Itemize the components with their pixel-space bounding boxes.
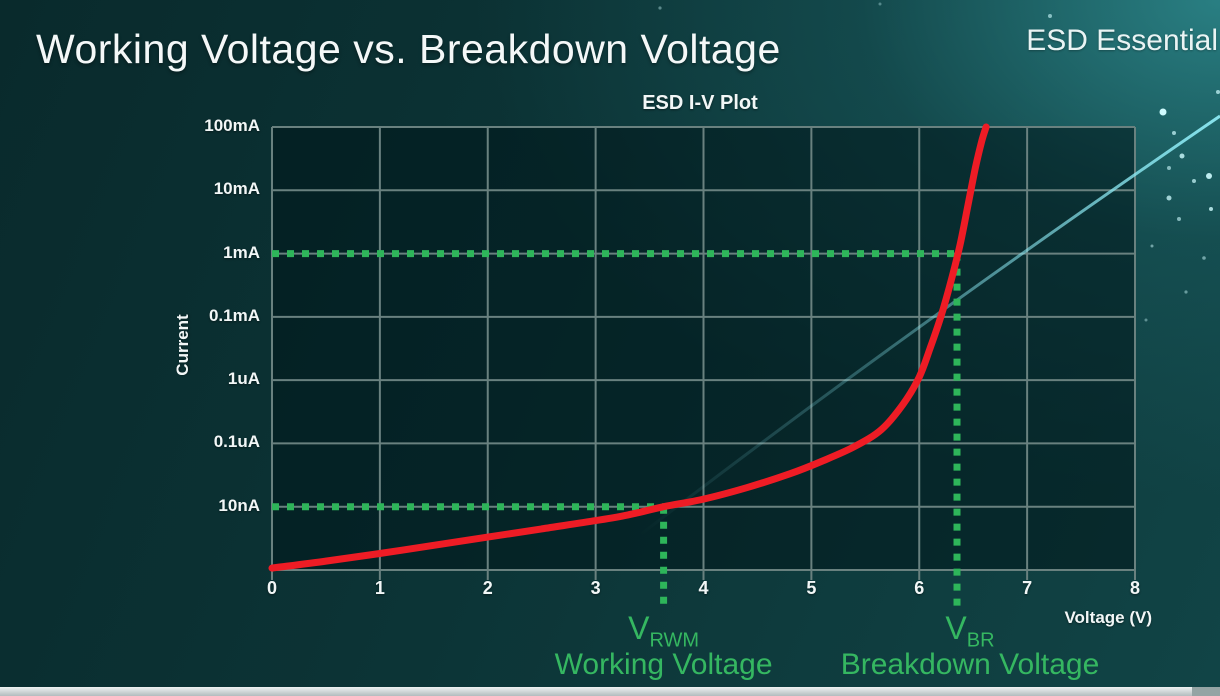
chart-title: ESD I-V Plot [642, 92, 758, 114]
x-tick-label: 4 [698, 578, 709, 598]
y-tick-label: 100mA [204, 116, 260, 135]
gridlines [271, 126, 1136, 580]
breakdown-voltage-guides [272, 250, 961, 608]
x-tick-label: 2 [482, 578, 493, 598]
y-tick-label: 1uA [227, 369, 260, 389]
brand-text: ESD Essential [1026, 24, 1218, 57]
y-tick-label: 0.1uA [213, 432, 260, 452]
background-stars [658, 2, 1220, 322]
x-tick-label: 3 [590, 578, 601, 598]
x-axis-label: Voltage (V) [1064, 608, 1152, 627]
bottom-bar-end-segment [1192, 687, 1220, 696]
iv-curve [268, 123, 990, 572]
x-tick-label: 0 [266, 578, 277, 598]
x-tick-label: 7 [1022, 578, 1033, 598]
working-voltage-caption: Working Voltage [554, 648, 773, 681]
page-title: Working Voltage vs. Breakdown Voltage [36, 26, 781, 72]
working-voltage-guides [272, 503, 668, 608]
y-tick-label: 10nA [218, 495, 260, 515]
background-swoosh-line [639, 114, 1220, 537]
working-voltage-symbol: VRWM [628, 610, 700, 652]
breakdown-voltage-caption: Breakdown Voltage [840, 648, 1100, 681]
y-tick-label: 1mA [223, 242, 260, 262]
breakdown-voltage-symbol: VBR [945, 610, 995, 652]
x-tick-label: 8 [1129, 578, 1140, 598]
x-tick-label: 5 [806, 578, 817, 598]
y-tick-label: 10mA [213, 179, 260, 199]
bottom-bar [0, 687, 1220, 696]
x-tick-label: 1 [374, 578, 385, 598]
x-tick-label: 6 [914, 578, 925, 598]
y-tick-label: 0.1mA [208, 305, 260, 325]
